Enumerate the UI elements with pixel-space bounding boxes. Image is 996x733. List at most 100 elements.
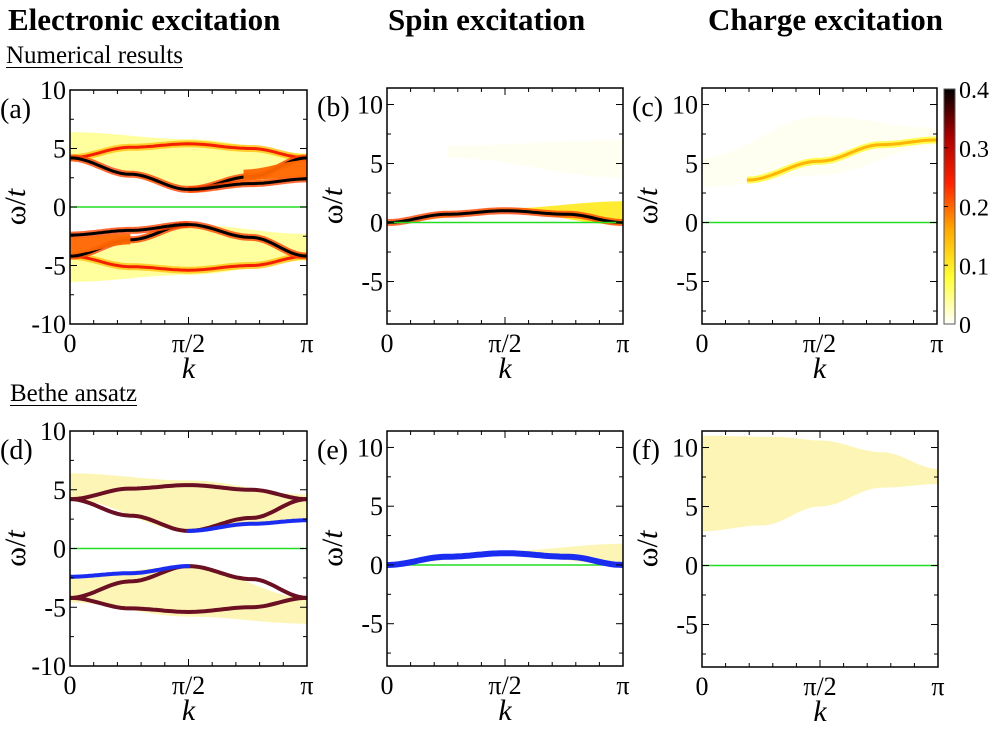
y-tick-label: 10: [40, 76, 66, 105]
x-tick-label: π: [930, 329, 943, 358]
x-tick-label: π/2: [488, 329, 521, 358]
panel-a: 0 π/2 π 10 5 0 -5 -10 k ω/t (a): [0, 76, 314, 385]
y-tick-label: 10: [40, 417, 66, 446]
spectral-peak-line: [70, 254, 307, 272]
x-axis-label: k: [498, 694, 512, 727]
series-holon-upper-1: [70, 483, 307, 502]
y-tick-label: 10: [672, 91, 698, 120]
panel-e: 0 π/2 π 10 5 0 -5 k ω/t (e): [316, 430, 630, 727]
panel-d: 0 π/2 π 10 5 0 -5 -10 k ω/t (d): [0, 417, 314, 727]
colorbar-tick-label: 0.3: [959, 137, 989, 163]
spectral-peak-line: [70, 223, 189, 237]
y-tick-label: 5: [370, 150, 383, 179]
y-tick-label: 5: [53, 476, 66, 505]
plot-area-a: [70, 132, 307, 282]
y-tick-label: -10: [31, 652, 66, 681]
colorbar-tick-label: 0.4: [959, 78, 989, 104]
y-tick-label: 5: [370, 492, 383, 521]
section-label-bethe: Bethe ansatz: [10, 380, 138, 407]
y-tick-label: 0: [53, 535, 66, 564]
plot-area-b: [387, 139, 623, 226]
y-tick-label: 0: [685, 209, 698, 238]
x-axis-label: k: [182, 694, 196, 727]
y-axis-label: ω/t: [0, 188, 32, 225]
y-tick-label: 5: [685, 150, 698, 179]
x-tick-label: π: [300, 671, 313, 700]
y-tick-label: 0: [370, 209, 383, 238]
x-tick-label: π: [616, 329, 629, 358]
y-axis-label: ω/t: [316, 187, 349, 224]
y-tick-label: 5: [53, 135, 66, 164]
x-tick-label: π: [931, 672, 944, 701]
x-tick-label: π/2: [803, 329, 836, 358]
y-axis-label: ω/t: [316, 530, 349, 567]
panel-label: (a): [0, 94, 31, 125]
spectral-peak-line: [746, 138, 937, 182]
y-axis-label: ω/t: [631, 187, 664, 224]
spectral-band: [387, 201, 623, 225]
panel-b: 0 π/2 π 10 5 0 -5 k ω/t (b): [316, 87, 630, 385]
colorbar-tick-label: 0.2: [959, 196, 989, 222]
y-tick-label: 10: [357, 433, 383, 462]
x-tick-label: 0: [64, 671, 77, 700]
y-axis-label: ω/t: [631, 530, 664, 567]
y-tick-label: 10: [357, 91, 383, 120]
plot-area-d: [70, 473, 307, 624]
series-spinon-dispersion: [387, 550, 623, 568]
column-title-charge: Charge excitation: [708, 2, 944, 37]
panel-label: (d): [0, 435, 33, 466]
x-tick-label: π: [300, 329, 313, 358]
y-axis-label: ω/t: [0, 530, 32, 567]
panel-label: (b): [317, 92, 350, 123]
y-tick-label: -5: [44, 593, 66, 622]
spectral-band: [70, 233, 131, 254]
panel-f: 0 π/2 π 10 5 0 -5 k ω/t (f): [631, 430, 945, 728]
continuum-area: [702, 435, 938, 532]
y-tick-label: 0: [53, 193, 66, 222]
colorbar-tick-label: 0: [959, 313, 971, 339]
y-tick-label: 0: [370, 551, 383, 580]
series-spinon-lower: [70, 564, 191, 579]
x-tick-label: 0: [381, 671, 394, 700]
column-title-spin: Spin excitation: [388, 2, 586, 37]
y-tick-label: -5: [361, 268, 383, 297]
spectral-peak-line: [70, 142, 307, 160]
column-title-electronic: Electronic excitation: [8, 2, 281, 37]
x-tick-label: π/2: [803, 672, 836, 701]
x-tick-label: π/2: [488, 671, 521, 700]
x-tick-label: π/2: [172, 329, 205, 358]
series-spinon-upper: [186, 518, 307, 533]
spectral-band: [243, 160, 307, 181]
spectral-peak-line: [188, 177, 307, 191]
plot-area-c: [702, 116, 937, 224]
spectral-band: [702, 116, 937, 188]
x-tick-label: 0: [696, 672, 709, 701]
x-tick-label: 0: [696, 329, 709, 358]
section-label-numerical: Numerical results: [6, 42, 184, 69]
spectral-peak-line: [387, 209, 623, 224]
panel-label: (f): [632, 435, 660, 466]
panel-label: (c): [632, 92, 663, 123]
plot-area-f: [702, 435, 938, 567]
y-tick-label: 5: [685, 493, 698, 522]
x-tick-label: π: [616, 671, 629, 700]
plot-area-e: [387, 543, 623, 568]
x-axis-label: k: [813, 352, 827, 385]
x-tick-label: 0: [381, 329, 394, 358]
y-tick-label: -5: [44, 252, 66, 281]
x-axis-label: k: [813, 695, 827, 728]
panel-c: 0 π/2 π 10 5 0 -5 k ω/t (c) 0 0.1 0.2 0.3 0.4: [631, 78, 989, 385]
y-tick-label: -5: [676, 268, 698, 297]
colorbar-tick-label: 0.1: [959, 254, 989, 280]
series-holon-lower-1: [70, 595, 307, 615]
panel-label: (e): [317, 435, 348, 466]
y-tick-label: 0: [685, 552, 698, 581]
y-tick-label: 10: [672, 434, 698, 463]
y-tick-label: -10: [31, 310, 66, 339]
x-axis-label: k: [498, 352, 512, 385]
x-tick-label: 0: [64, 329, 77, 358]
y-tick-label: -5: [361, 610, 383, 639]
y-tick-label: -5: [676, 611, 698, 640]
spectral-band: [447, 139, 623, 178]
